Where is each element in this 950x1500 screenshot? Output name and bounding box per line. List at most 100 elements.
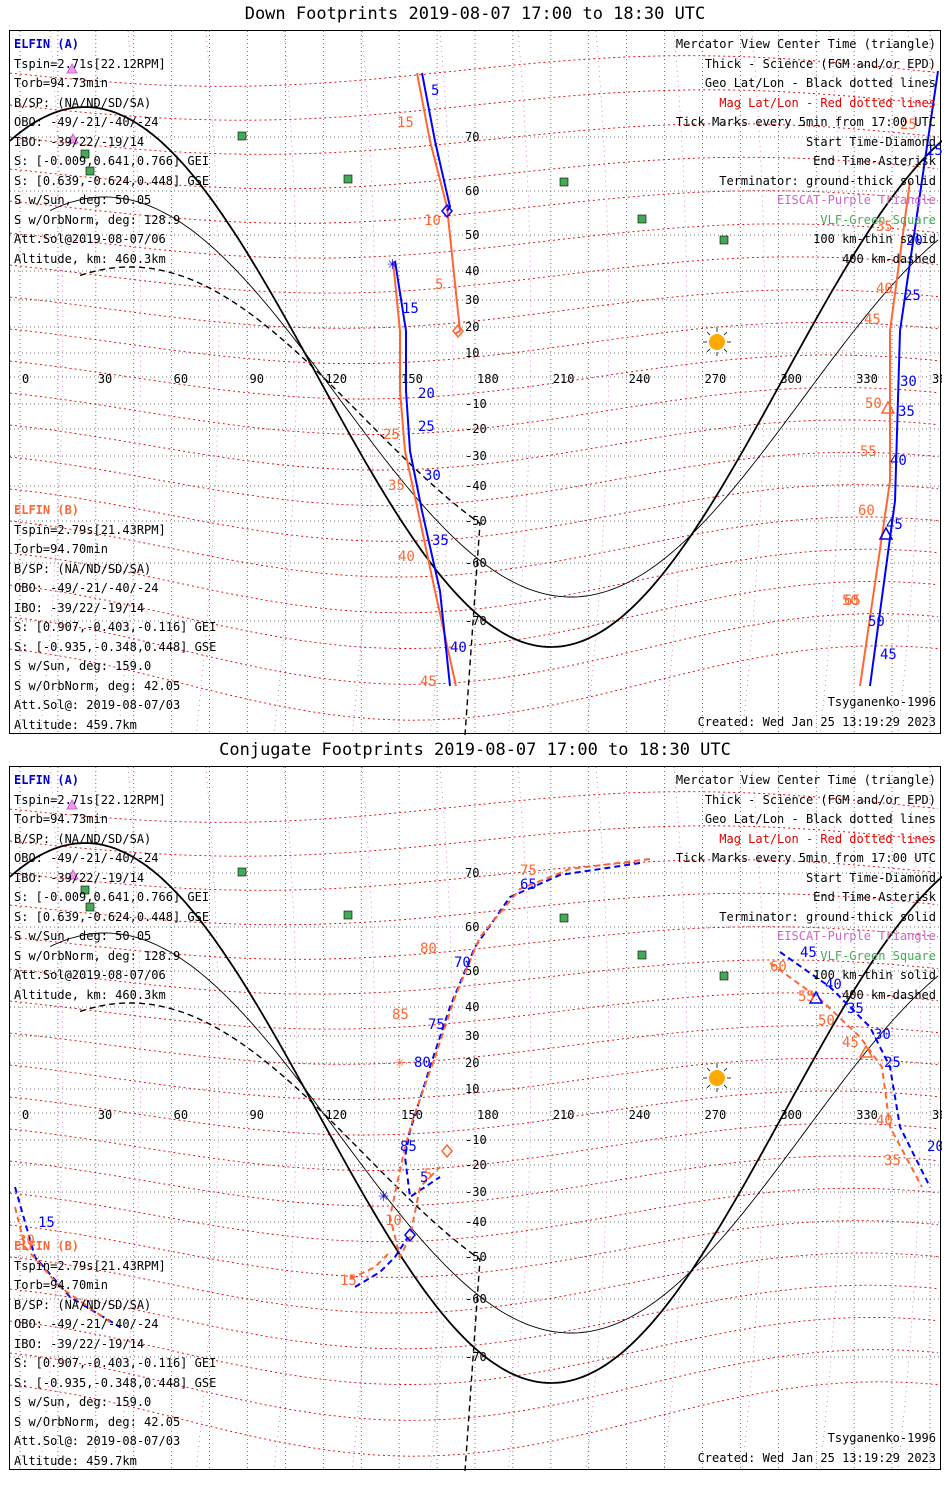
elfin-a-track — [354, 1236, 409, 1288]
track-label-b: 45 — [842, 1035, 859, 1051]
info-line: S w/Sun, deg: 50.05 — [14, 193, 152, 207]
mag-latitude-line — [10, 1090, 939, 1136]
legend-down: Mercator View Center Time (triangle) Thi… — [676, 35, 936, 269]
track-label-b: 30 — [18, 1233, 35, 1249]
map-panel-down: 0 30 60 90 120 150 180 210 240 270 300 330 360 70 60 50… — [9, 30, 942, 735]
track-label-a: 25 — [884, 1055, 901, 1071]
end-asterisk: ✳ — [387, 253, 398, 274]
lat-tick-label: -50 — [465, 1250, 487, 1264]
end-asterisk: ✳ — [378, 1185, 389, 1206]
track-label-a: 5 — [431, 83, 439, 99]
track-label-a: 45 — [880, 647, 897, 663]
lat-tick-label: -70 — [465, 1350, 487, 1364]
mag-latitude-line — [10, 55, 939, 87]
mag-latitude-line — [10, 321, 939, 365]
lon-tick-label: 360 — [932, 1108, 942, 1122]
lat-tick-label: -10 — [465, 1133, 487, 1147]
track-label-a: 75 — [428, 1017, 445, 1033]
vlf-square — [637, 214, 647, 224]
track-label-a: 30 — [900, 374, 917, 390]
start-diamond — [441, 203, 453, 219]
track-label-a: 30 — [874, 1027, 891, 1043]
elfin-b-info-conjugate: ELFIN (B) Tspin=2.79s[21.43RPM] Torb=94.… — [14, 1237, 216, 1471]
lat-tick-label: 10 — [465, 1082, 479, 1096]
created-timestamp: Created: Wed Jan 25 13:19:29 2023 — [697, 715, 936, 729]
legend-line: Mercator View Center Time (triangle) — [675, 773, 936, 787]
lon-tick-label: 240 — [629, 372, 651, 386]
lon-tick-label: 300 — [780, 1108, 802, 1122]
track-label-b: 65 — [844, 593, 861, 609]
vlf-square — [237, 131, 247, 141]
terminator-100km — [49, 196, 939, 598]
track-label-a: 15 — [402, 301, 419, 317]
mag-meridian — [351, 31, 376, 735]
lat-tick-label: 20 — [465, 320, 479, 334]
sun-ray — [706, 1084, 711, 1089]
mag-latitude-line — [10, 190, 939, 224]
track-label-b: 35 — [884, 1153, 901, 1169]
info-line: Tspin=2.71s[22.12RPM] — [14, 56, 166, 71]
lon-tick-label: 90 — [250, 372, 264, 386]
mag-latitude-line — [10, 484, 939, 542]
elfin-a-track — [869, 70, 939, 687]
end-asterisk: ✳ — [395, 1052, 405, 1071]
info-line: Tspin=2.79s[21.43RPM] — [14, 522, 166, 537]
legend-line: End Time-Asterisk — [813, 890, 936, 904]
lat-tick-label: -40 — [465, 1215, 487, 1229]
mag-latitude-line — [10, 1381, 939, 1457]
lon-tick-label: 180 — [477, 372, 499, 386]
lon-tick-label: 180 — [477, 1108, 499, 1122]
track-label-a: 15 — [926, 143, 942, 159]
mag-latitude-line — [10, 1349, 939, 1421]
panel-title-down: Down Footprints 2019-08-07 17:00 to 18:3… — [244, 4, 706, 24]
mag-latitude-line — [10, 1025, 939, 1065]
mag-latitude-line — [10, 123, 939, 155]
elfin-a-track — [14, 1186, 121, 1328]
info-line: IBO: -39/22/-19/14 — [14, 600, 145, 615]
terminator-400km — [79, 1002, 481, 1471]
info-line: Torb=94.70min — [14, 1278, 108, 1292]
lon-tick-label: 270 — [705, 372, 727, 386]
lat-tick-label: -60 — [465, 556, 487, 570]
track-label-a: 50 — [868, 614, 885, 630]
legend-line: EISCAT-Purple Triangle — [777, 193, 936, 207]
lat-tick-label: 40 — [465, 1000, 479, 1014]
lat-tick-label: 10 — [465, 346, 479, 360]
track-label-b: 25 — [383, 427, 400, 443]
legend-line: VLF-Green Square — [820, 212, 936, 227]
info-line: Att.Sol@: 2019-08-07/03 — [14, 1434, 181, 1448]
lat-tick-label: 70 — [465, 866, 479, 880]
elfin-a-header: ELFIN (A) — [14, 37, 80, 51]
lat-tick-label: -20 — [465, 422, 487, 436]
info-line: OBO: -49/-21/-40/-24 — [14, 1317, 159, 1331]
mag-latitude-line — [10, 516, 939, 578]
lat-tick-label: 30 — [465, 293, 479, 307]
elfin-b-track — [392, 260, 457, 687]
terminator-ground — [10, 106, 942, 648]
info-line: S: [0.907,-0.403,-0.116] GEI — [14, 1356, 217, 1370]
mag-latitude-line — [10, 223, 939, 259]
mag-latitude-line — [10, 859, 939, 891]
lat-tick-label: -30 — [465, 1185, 487, 1199]
lat-tick-label: -10 — [465, 397, 487, 411]
elfin-a-track — [403, 862, 641, 1199]
track-label-b: 35 — [876, 219, 893, 235]
track-label-b: 25 — [900, 117, 917, 133]
info-line: S w/Sun, deg: 159.0 — [14, 659, 152, 673]
lon-tick-label: 150 — [401, 1108, 423, 1122]
mag-latitude-line — [10, 1220, 939, 1278]
info-line: S w/Sun, deg: 50.05 — [14, 929, 152, 943]
sun-ray — [706, 331, 711, 336]
track-label-a: 35 — [847, 1001, 864, 1017]
legend-line: Geo Lat/Lon - Black dotted lines — [704, 76, 936, 90]
created-timestamp: Created: Wed Jan 25 13:19:29 2023 — [697, 1451, 936, 1465]
vlf-square — [559, 177, 569, 187]
legend-line: Thick - Science (FGM and/or EPD) — [704, 792, 936, 807]
info-line: Torb=94.70min — [14, 542, 108, 556]
mag-latitude-line — [10, 613, 939, 685]
info-line: Altitude: 459.7km — [14, 717, 137, 732]
legend-line: 400 km-dashed — [842, 251, 936, 266]
vlf-square — [637, 950, 647, 960]
start-diamond — [441, 1143, 453, 1159]
info-line: IBO: -39/22/-19/14 — [14, 134, 145, 149]
